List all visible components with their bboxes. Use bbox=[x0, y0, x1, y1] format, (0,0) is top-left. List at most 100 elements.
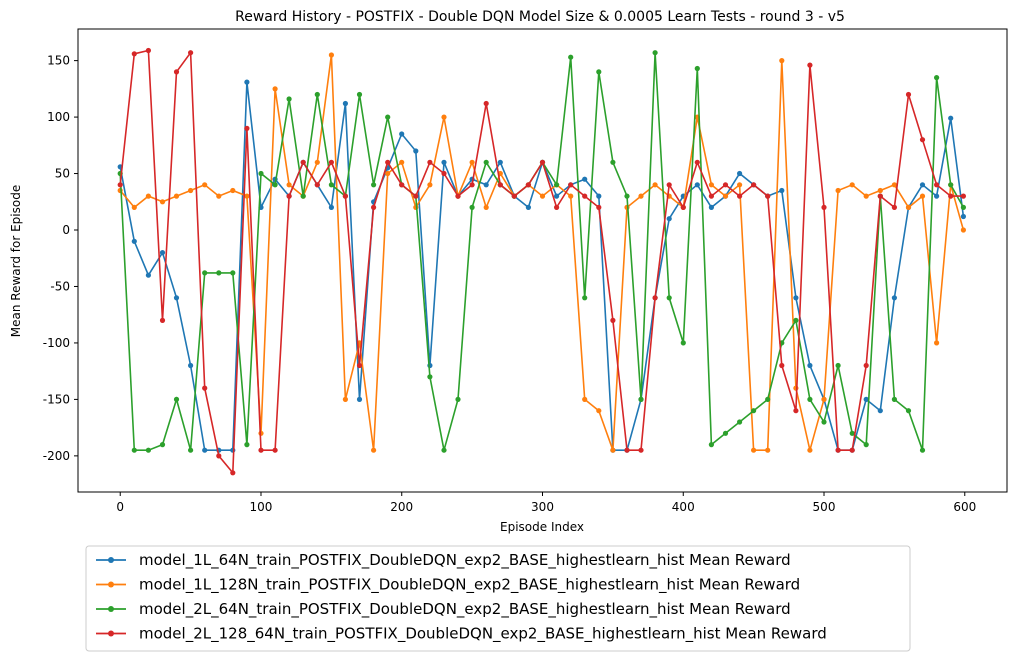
series-3-point bbox=[554, 182, 560, 188]
series-1-point bbox=[596, 193, 602, 199]
series-3-point bbox=[694, 65, 700, 72]
series-1 bbox=[117, 79, 967, 453]
series-3-point bbox=[765, 396, 771, 402]
y-tick-label: 0 bbox=[62, 223, 70, 237]
series-3-point bbox=[680, 340, 686, 346]
x-tick-label: 500 bbox=[813, 500, 836, 514]
series-1-point bbox=[863, 396, 869, 402]
series-1-point bbox=[793, 295, 799, 301]
series-2-point bbox=[863, 193, 869, 199]
series-2-line bbox=[119, 54, 965, 452]
series-1-point bbox=[934, 193, 940, 199]
series-3-point bbox=[244, 442, 250, 448]
legend-marker-3 bbox=[108, 606, 114, 612]
series-4-point bbox=[511, 193, 517, 199]
series-3-point bbox=[919, 447, 926, 453]
series-2-point bbox=[751, 447, 757, 453]
y-tick-label: -200 bbox=[43, 449, 70, 463]
series-2-point bbox=[188, 187, 194, 194]
series-1-point bbox=[483, 182, 489, 188]
legend-label-3: model_2L_64N_train_POSTFIX_DoubleDQN_exp… bbox=[139, 600, 791, 619]
series-3-point bbox=[610, 159, 616, 165]
series-4-point bbox=[300, 159, 306, 165]
series-3-point bbox=[793, 317, 799, 323]
series-1-point bbox=[202, 447, 208, 453]
series-3-point bbox=[638, 396, 644, 402]
series-4-point bbox=[539, 159, 546, 165]
series-4-point bbox=[131, 51, 137, 57]
x-axis-ticks: 0 100 200 300 400 500 600 bbox=[116, 492, 976, 514]
legend-label-1: model_1L_64N_train_POSTFIX_DoubleDQN_exp… bbox=[139, 551, 791, 570]
series-4-point bbox=[722, 182, 729, 188]
series-1-point bbox=[554, 193, 560, 199]
series-4-point bbox=[145, 47, 151, 54]
series-2-point bbox=[722, 193, 729, 199]
series-3-point bbox=[737, 419, 743, 425]
series-3-point bbox=[258, 170, 264, 177]
series-3-point bbox=[821, 419, 827, 425]
series-4-point bbox=[371, 204, 377, 210]
series-2-point bbox=[849, 182, 855, 188]
series-3-point bbox=[455, 396, 461, 402]
series-3-point bbox=[582, 295, 588, 301]
series-1-point bbox=[188, 362, 194, 369]
series-3-point bbox=[427, 374, 433, 380]
series-2-point bbox=[427, 182, 433, 188]
x-tick-label: 600 bbox=[953, 500, 976, 514]
series-1-point bbox=[413, 148, 419, 154]
series-4-point bbox=[652, 295, 658, 301]
series-2-point bbox=[807, 447, 813, 453]
series-1-point bbox=[497, 159, 503, 165]
series-4-point bbox=[863, 362, 869, 369]
series-4-point bbox=[413, 193, 419, 199]
series-4-point bbox=[188, 50, 194, 56]
series-3-point bbox=[483, 159, 489, 165]
x-axis-title: Episode Index bbox=[500, 520, 584, 534]
series-4-point bbox=[765, 193, 771, 199]
series-4-point bbox=[666, 182, 672, 188]
series-3-point bbox=[722, 430, 729, 436]
series-1-point bbox=[525, 204, 532, 210]
series-4-line bbox=[119, 49, 964, 475]
series-2-point bbox=[385, 170, 391, 177]
series-4-point bbox=[159, 317, 166, 323]
series-2-point bbox=[244, 193, 250, 199]
y-tick-label: -50 bbox=[50, 279, 70, 293]
series-3-point bbox=[891, 396, 898, 402]
series-4-point bbox=[399, 182, 405, 188]
series-4-point bbox=[483, 100, 489, 107]
series-4-point bbox=[934, 182, 940, 188]
series-2-point bbox=[891, 182, 898, 188]
series-2-point bbox=[638, 193, 644, 199]
series-2-point bbox=[286, 182, 292, 188]
series-4-point bbox=[568, 182, 574, 188]
series-3-point bbox=[202, 270, 208, 276]
series-3-point bbox=[652, 50, 658, 56]
series-3-point bbox=[371, 182, 377, 188]
series-1-point bbox=[173, 295, 180, 301]
legend-marker-1 bbox=[108, 557, 114, 563]
series-4-point bbox=[230, 470, 236, 476]
series-2-point bbox=[779, 58, 785, 64]
x-tick-label: 0 bbox=[116, 500, 124, 514]
series-1-point bbox=[356, 396, 363, 402]
series-2-point bbox=[145, 193, 151, 199]
series-4-point bbox=[441, 170, 447, 177]
series-4-point bbox=[807, 62, 813, 68]
series-1-point bbox=[779, 187, 785, 194]
series-4-point bbox=[173, 69, 180, 75]
series-3-point bbox=[568, 54, 574, 60]
series-4-point bbox=[708, 193, 715, 199]
series-3-point bbox=[216, 270, 222, 276]
series-2-point bbox=[737, 182, 743, 188]
series-3-point bbox=[385, 114, 391, 120]
series-1-point bbox=[342, 100, 348, 107]
series-2-point bbox=[610, 447, 616, 453]
series-2-point bbox=[216, 193, 222, 199]
series-4-point bbox=[314, 182, 320, 188]
series-3-point bbox=[145, 447, 151, 453]
series-3-point bbox=[708, 442, 715, 448]
series-3-point bbox=[188, 447, 194, 453]
series-1-point bbox=[399, 131, 405, 137]
